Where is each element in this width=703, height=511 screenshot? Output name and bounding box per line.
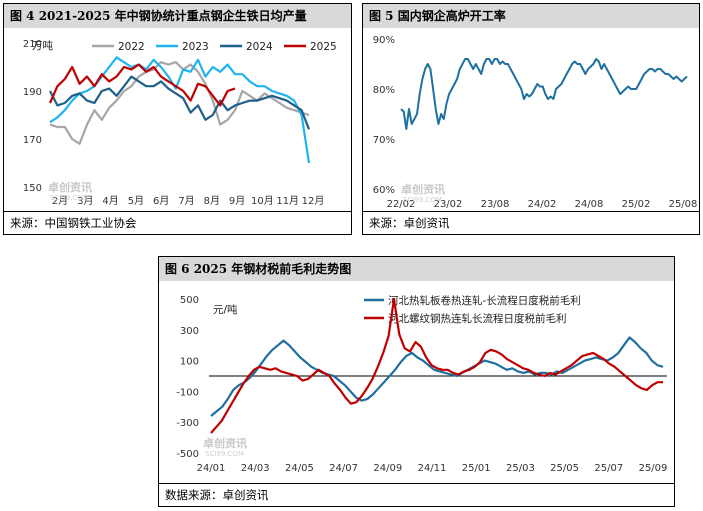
chart4-title: 图 4 2021-2025 年中钢协统计重点钢企生铁日均产量: [4, 4, 351, 28]
y-tick-label: 210: [23, 39, 42, 50]
chart6-panel: 图 6 2025 年钢材税前毛利走势图 -500 -300 -100 100 300 50…: [158, 256, 675, 507]
chart6-svg: -500 -300 -100 100 300 500 元/吨 24/01 24/03 24/05 2…: [176, 294, 668, 474]
x-tick-label: 25/01: [462, 463, 491, 474]
x-tick-label: 24/11: [418, 463, 447, 474]
chart4-panel: 图 4 2021-2025 年中钢协统计重点钢企生铁日均产量 150 170 190…: [3, 3, 352, 235]
x-tick-label: 3月: [77, 195, 93, 207]
y-tick-label: 170: [23, 135, 42, 146]
legend-label-hrc: 河北热轧板卷热连轧-长流程日度税前毛利: [388, 294, 581, 307]
series-line-2023: [49, 56, 311, 164]
chart4-source: 来源：中国钢铁工业协会: [4, 211, 351, 234]
x-tick-label: 25/09: [639, 463, 668, 474]
watermark-sub: SCI99.COM: [205, 450, 244, 458]
x-tick-label: 9月: [229, 195, 245, 207]
chart5-title: 图 5 国内钢企高炉开工率: [363, 4, 699, 28]
legend-label-2024: 2024: [246, 41, 273, 53]
y-tick-label: 90%: [373, 35, 395, 46]
y-unit-label: 万吨: [32, 39, 53, 52]
y-tick-label: 300: [180, 326, 199, 337]
x-tick-label: 25/05: [550, 463, 579, 474]
series-line-2024: [49, 75, 311, 130]
x-tick-label: 23/02: [434, 199, 463, 210]
legend-label-2022: 2022: [118, 41, 145, 53]
series-line-utilization: [400, 58, 688, 130]
y-tick-label: 80%: [373, 85, 395, 96]
y-tick-label: 100: [180, 357, 199, 368]
legend-label-2023: 2023: [182, 41, 209, 53]
y-tick-label: -500: [176, 449, 199, 460]
x-tick-label: 10月: [251, 195, 274, 207]
x-tick-label: 24/07: [329, 463, 358, 474]
y-tick-label: 500: [180, 295, 199, 306]
x-tick-label: 5月: [128, 195, 144, 207]
x-tick-label: 24/05: [285, 463, 314, 474]
x-tick-label: 24/02: [528, 199, 557, 210]
y-tick-label: 190: [23, 87, 42, 98]
x-tick-label: 8月: [204, 195, 220, 207]
legend-label-rebar: 河北螺纹钢热连轧长流程日度税前毛利: [388, 312, 567, 325]
series-line-hrc: [210, 336, 664, 417]
y-tick-label: 60%: [373, 185, 395, 196]
x-tick-label: 6月: [153, 195, 169, 207]
y-tick-label: -100: [176, 387, 199, 398]
y-tick-label: 70%: [373, 135, 395, 146]
x-tick-label: 24/03: [241, 463, 270, 474]
x-tick-label: 25/07: [594, 463, 623, 474]
series-line-2025: [48, 63, 236, 107]
y-unit-label: 元/吨: [213, 303, 238, 316]
y-tick-label: 150: [23, 183, 42, 194]
watermark-text: 卓创资讯: [48, 180, 92, 194]
y-tick-label: -300: [176, 418, 199, 429]
x-tick-label: 25/08: [669, 199, 698, 210]
chart5-source: 来源：卓创资讯: [363, 211, 699, 234]
legend-label-2025: 2025: [310, 41, 337, 53]
chart6-title: 图 6 2025 年钢材税前毛利走势图: [159, 257, 674, 281]
series-line-rebar: [210, 297, 663, 434]
x-tick-label: 24/08: [575, 199, 604, 210]
chart5-svg: 60% 70% 80% 90% 22/02 23/02 23/08 24/02 24/08 25/…: [373, 35, 698, 210]
watermark-text: 卓创资讯: [401, 182, 445, 196]
x-tick-label: 12月: [302, 195, 325, 207]
watermark-sub: SCI99.COM: [50, 194, 89, 202]
x-tick-label: 4月: [102, 195, 118, 207]
x-tick-label: 25/03: [506, 463, 535, 474]
x-tick-label: 23/08: [481, 199, 510, 210]
x-tick-label: 7月: [178, 195, 194, 207]
watermark-text: 卓创资讯: [203, 436, 247, 450]
x-tick-label: 24/01: [197, 463, 226, 474]
x-tick-label: 22/02: [387, 199, 416, 210]
x-tick-label: 2月: [52, 195, 68, 207]
series-line-2022: [49, 61, 310, 145]
x-tick-label: 11月: [276, 195, 299, 207]
x-tick-label: 24/09: [373, 463, 402, 474]
x-tick-label: 25/02: [622, 199, 651, 210]
chart6-source: 数据来源：卓创资讯: [159, 483, 674, 506]
chart5-panel: 图 5 国内钢企高炉开工率 60% 70% 80% 90% 22/02 23/02 23/0…: [362, 3, 700, 235]
watermark-sub: SCI99.COM: [403, 196, 442, 204]
